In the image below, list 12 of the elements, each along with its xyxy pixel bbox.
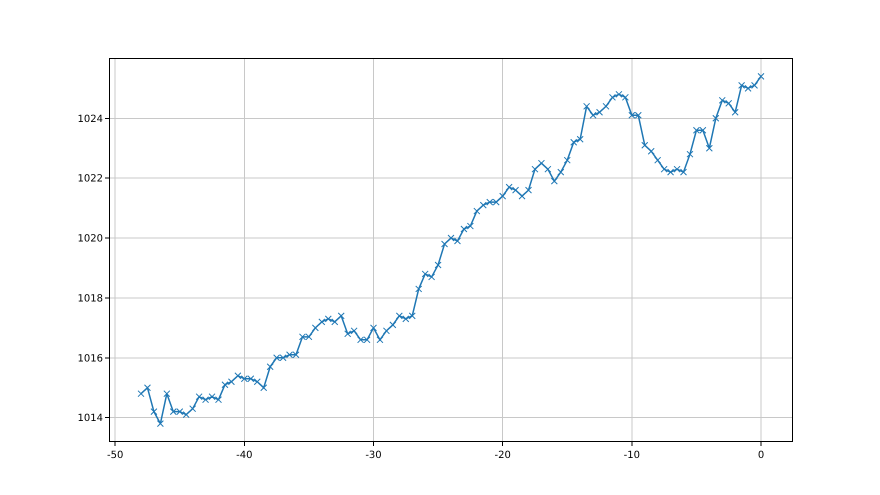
x-tick-label: -50 xyxy=(107,450,124,461)
x-tick-label: -30 xyxy=(365,450,382,461)
x-tick-label: -10 xyxy=(624,450,640,461)
y-tick-label: 1020 xyxy=(78,234,103,245)
y-tick-label: 1016 xyxy=(78,353,103,364)
x-tick-label: -20 xyxy=(494,450,511,461)
x-tick-label: -40 xyxy=(236,450,252,461)
y-tick-label: 1022 xyxy=(78,174,103,185)
y-tick-label: 1018 xyxy=(78,293,103,304)
y-tick-label: 1014 xyxy=(78,413,103,424)
y-tick-label: 1024 xyxy=(78,114,103,125)
x-tick-label: 0 xyxy=(758,450,764,461)
